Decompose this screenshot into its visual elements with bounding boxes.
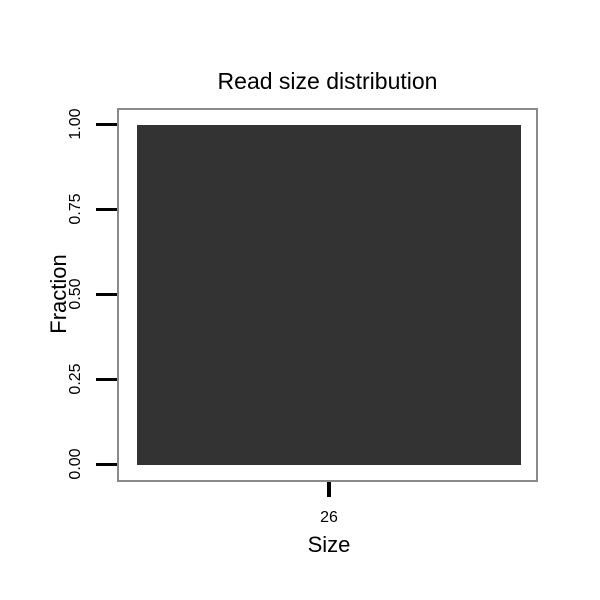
- y-tick-1.00: [96, 122, 117, 126]
- y-tick-0.00: [96, 462, 117, 466]
- plot-panel: [117, 108, 538, 482]
- chart-title: Read size distribution: [217, 68, 438, 94]
- y-tick-label-0.50: 0.50: [67, 278, 84, 310]
- x-tick-26: [327, 482, 331, 497]
- x-axis-label: Size: [307, 532, 351, 557]
- y-tick-0.25: [96, 377, 117, 381]
- y-tick-0.75: [96, 207, 117, 211]
- y-tick-label-0.25: 0.25: [67, 363, 84, 395]
- y-tick-label-1.00: 1.00: [67, 108, 84, 140]
- y-tick-0.50: [96, 292, 117, 296]
- bar-size-26: [137, 125, 521, 465]
- y-tick-label-0.75: 0.75: [67, 193, 84, 225]
- y-tick-label-0.00: 0.00: [67, 448, 84, 480]
- x-tick-label-26: 26: [320, 509, 338, 526]
